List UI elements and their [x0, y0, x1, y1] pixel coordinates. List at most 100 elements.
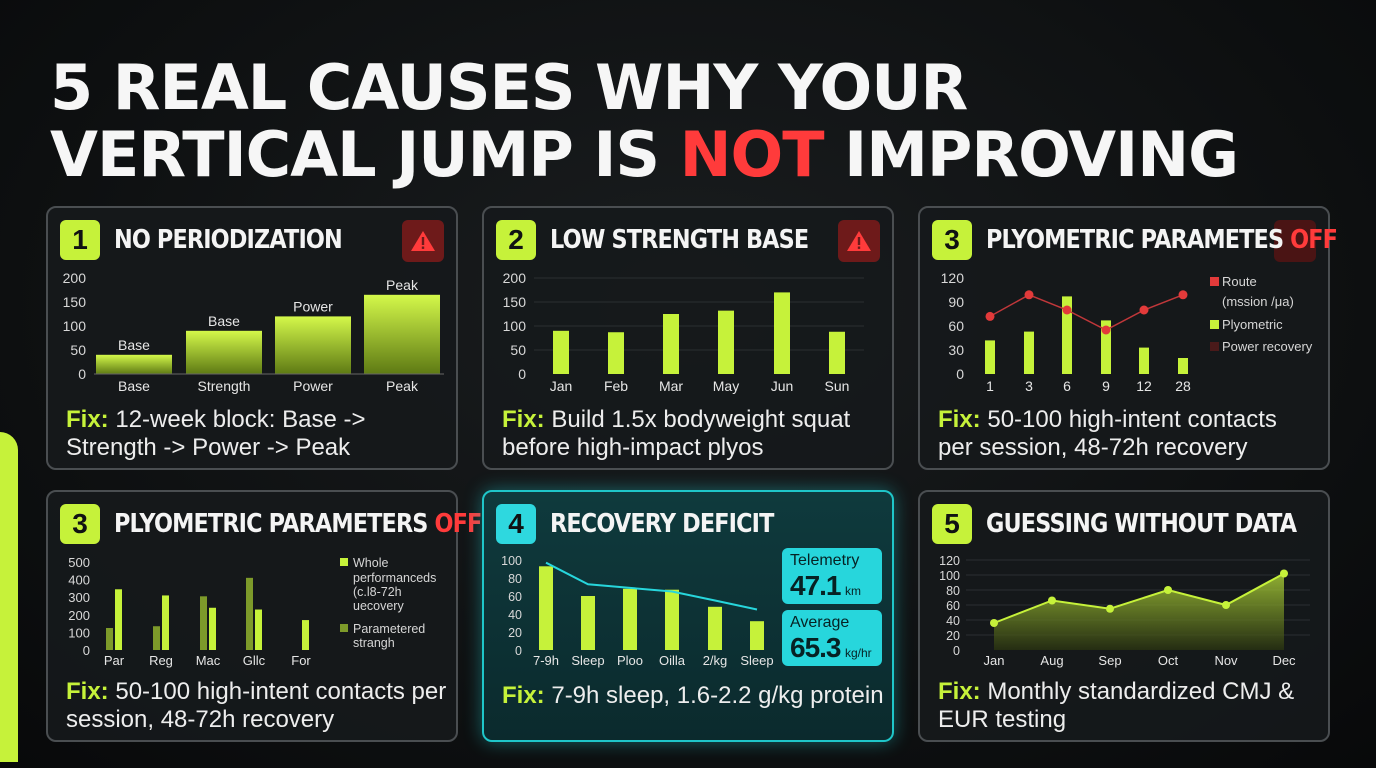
bar-whole: [209, 607, 216, 650]
route-line: [989, 293, 1184, 331]
y-tick-label: 150: [63, 294, 87, 310]
y-tick-label: 400: [68, 573, 90, 588]
x-tick-label: Feb: [604, 378, 628, 394]
bar-parametered: [246, 577, 253, 650]
bar: [581, 596, 595, 650]
route-point: [985, 311, 995, 321]
y-tick-label: 80: [508, 572, 522, 586]
bar-label: Peak: [386, 277, 419, 293]
fix-text: Fix: 12-week block: Base -> Strength -> …: [66, 406, 365, 462]
card-title: RECOVERY DEFICIT: [550, 509, 774, 539]
x-tick-label: For: [291, 653, 311, 668]
card-title-main: PLYOMETRIC PARAMETES: [986, 225, 1284, 255]
y-tick-label: 100: [68, 625, 90, 640]
card-3-plyometric-parametes: 3 PLYOMETRIC PARAMETES OFF 0 30 60 90 120 1 3 6…: [918, 206, 1338, 470]
bar: [1178, 358, 1188, 374]
chart-recovery-deficit: 0 20 40 60 80 100 7-9h Sleep Ploo Oilla 2/kg Sleep: [501, 554, 773, 668]
card-title: NO PERIODIZATION: [114, 225, 343, 255]
x-tick-label: 28: [1175, 378, 1191, 394]
fix-line-2: Strength -> Power -> Peak: [66, 434, 351, 461]
legend-label: Route: [1222, 274, 1257, 289]
bar-label: Base: [208, 313, 240, 329]
title-line-2-post: IMPROVING: [823, 118, 1239, 191]
bar-label: Base: [118, 337, 150, 353]
bar-whole: [255, 609, 262, 650]
average-label: Average: [790, 614, 850, 631]
bar: [708, 606, 722, 650]
bar-parametered: [106, 628, 113, 650]
y-tick-label: 60: [946, 599, 960, 613]
bar: [1101, 320, 1111, 374]
legend-label: uecovery: [353, 599, 404, 613]
card-2-low-strength-base: 2 LOW STRENGTH BASE 0 50 100 150 200 Jan Feb Ma…: [482, 206, 894, 470]
telemetry-card: Telemetry 47.1 km: [782, 548, 882, 604]
y-tick-label: 90: [948, 294, 964, 310]
telemetry-unit: km: [844, 584, 861, 598]
bar: [1062, 296, 1072, 374]
y-tick-label: 80: [946, 584, 960, 598]
x-tick-label: Gllc: [243, 653, 266, 668]
x-tick-label: Sun: [825, 378, 850, 394]
data-point: [1048, 596, 1056, 605]
card-1-no-periodization: 1 NO PERIODIZATION 0 50 100 150 200 Base Base B…: [46, 206, 458, 470]
y-tick-label: 0: [518, 366, 526, 382]
y-tick-label: 0: [515, 644, 522, 658]
x-tick-label: Sep: [1098, 653, 1121, 668]
y-tick-label: 0: [956, 366, 964, 382]
legend-label: performanceds: [353, 571, 436, 585]
card-3-plyometric-parameters: 3 PLYOMETRIC PARAMETERS OFF 0 100 200 300 40…: [46, 490, 482, 742]
card-title: LOW STRENGTH BASE: [550, 225, 809, 255]
bar: [985, 340, 995, 374]
fix-label: Fix:: [938, 678, 981, 705]
bar: [718, 310, 734, 374]
x-tick-label: 12: [1136, 378, 1152, 394]
y-tick-label: 50: [510, 342, 526, 358]
card-number-badge: 5: [932, 504, 972, 544]
y-tick-label: 300: [68, 590, 90, 605]
card-title-off: OFF: [434, 509, 482, 539]
legend-label: (mssion /μa): [1222, 294, 1294, 309]
bar: [1139, 347, 1149, 374]
card-title: GUESSING WITHOUT DATA: [986, 509, 1297, 539]
y-tick-label: 200: [63, 270, 87, 286]
y-tick-label: 60: [508, 590, 522, 604]
data-point: [1106, 604, 1114, 613]
y-tick-label: 60: [948, 318, 964, 334]
fix-label: Fix:: [66, 678, 109, 705]
data-point: [1280, 569, 1288, 578]
fix-line-1: 12-week block: Base ->: [108, 406, 366, 433]
bar: [275, 316, 351, 374]
y-tick-label: 20: [508, 626, 522, 640]
legend-swatch: [1210, 277, 1219, 286]
off-tag-box: [1274, 220, 1316, 262]
chart-plyometric-parametes: 0 30 60 90 120 1 3 6 9 12 28 Route (mssion /μa) Plyom…: [941, 270, 1313, 394]
y-tick-label: 500: [68, 555, 90, 570]
y-tick-label: 40: [508, 608, 522, 622]
x-tick-label: Peak: [386, 378, 419, 394]
card-number-badge: 3: [60, 504, 100, 544]
x-tick-label: Sleep: [740, 653, 773, 668]
average-card: Average 65.3 kg/hr: [782, 610, 882, 666]
title-highlight-not: NOT: [679, 118, 825, 191]
x-tick-label: May: [713, 378, 739, 394]
x-tick-label: Mar: [659, 378, 683, 394]
bar: [623, 588, 637, 650]
card-title: PLYOMETRIC PARAMETES OFF: [986, 225, 1338, 255]
bar-whole: [162, 595, 169, 650]
x-tick-label: Jan: [550, 378, 573, 394]
legend-label: Whole: [353, 556, 388, 570]
bar-parametered: [153, 626, 160, 650]
y-tick-label: 100: [503, 318, 527, 334]
trend-line: [993, 572, 1285, 624]
legend-swatch: [340, 558, 348, 566]
data-point: [990, 619, 998, 627]
bar: [829, 331, 845, 374]
area-fill: [994, 573, 1284, 650]
bar-whole: [302, 620, 309, 650]
y-tick-label: 120: [939, 554, 960, 568]
bar: [364, 294, 440, 374]
fix-text: Fix: 50-100 high-intent contacts per ses…: [938, 406, 1277, 462]
title-line-2: VERTICAL JUMP IS NOT IMPROVING: [50, 118, 1239, 191]
y-tick-label: 100: [939, 569, 960, 583]
x-tick-label: Strength: [198, 378, 251, 394]
